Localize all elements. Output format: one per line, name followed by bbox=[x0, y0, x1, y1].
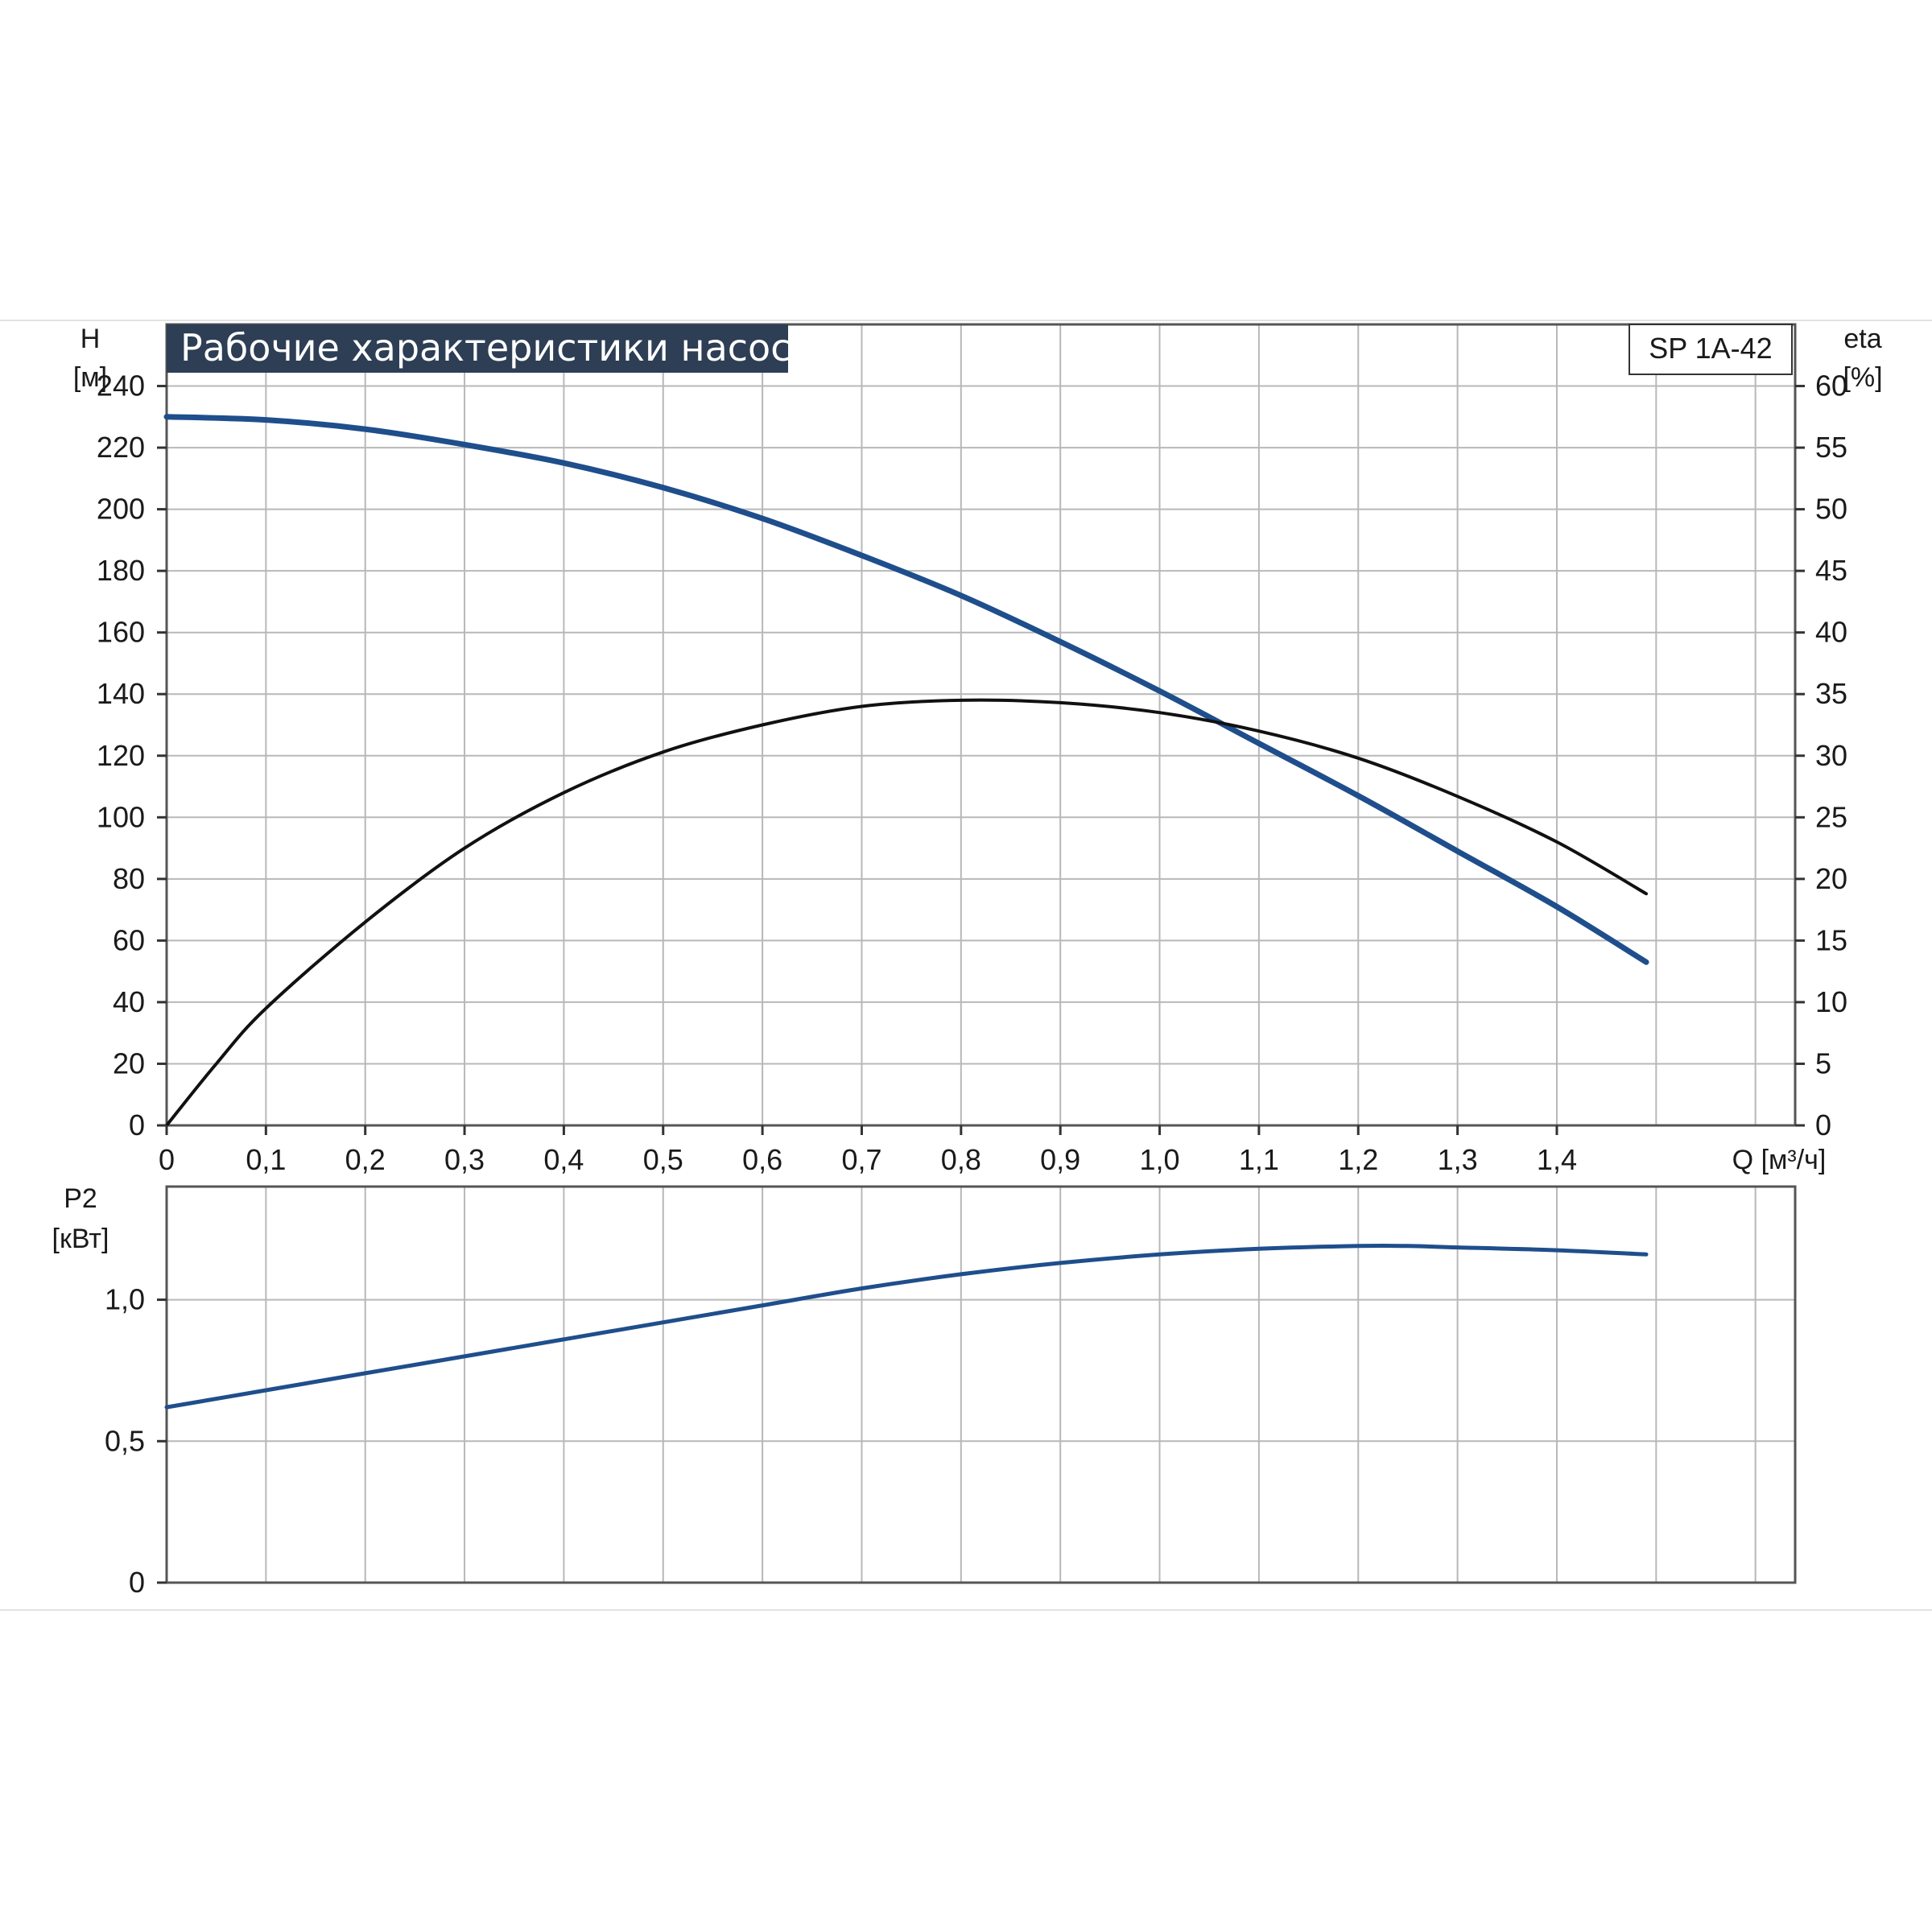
x-tick-label: 1,0 bbox=[1140, 1143, 1180, 1176]
left-tick-label: 120 bbox=[97, 739, 145, 772]
right-tick-label: 10 bbox=[1815, 985, 1847, 1018]
right-tick-label: 30 bbox=[1815, 739, 1847, 772]
left-tick-label: 140 bbox=[97, 677, 145, 710]
model-label-frame bbox=[1629, 324, 1793, 375]
right-tick-label: 35 bbox=[1815, 677, 1847, 710]
right-axis-label-line1: eta bbox=[1843, 324, 1881, 354]
series-layer bbox=[163, 414, 1649, 1410]
right-tick-label: 55 bbox=[1815, 431, 1847, 464]
left-tick-label: 40 bbox=[113, 985, 145, 1018]
x-tick-label: 0,3 bbox=[444, 1143, 485, 1176]
left-tick-label: 240 bbox=[97, 369, 145, 402]
bottom-left-axis-label-line2: [кВт] bbox=[52, 1224, 109, 1254]
x-tick-label: 0,1 bbox=[246, 1143, 286, 1176]
series-line-eta bbox=[165, 698, 1648, 1127]
x-tick-label: 1,4 bbox=[1537, 1143, 1577, 1176]
left-tick-label: 60 bbox=[113, 923, 145, 956]
x-tick-label: 0 bbox=[159, 1143, 175, 1176]
x-tick-label: 1,1 bbox=[1239, 1143, 1279, 1176]
right-tick-label: 60 bbox=[1815, 369, 1847, 402]
top-plot-frame bbox=[165, 323, 1797, 1127]
left-tick-label: 220 bbox=[97, 431, 145, 464]
chart-title: Рабочие характеристики насоса bbox=[180, 326, 814, 369]
x-tick-label: 0,9 bbox=[1040, 1143, 1080, 1176]
x-tick-label: 0,8 bbox=[941, 1143, 981, 1176]
right-tick-label: 5 bbox=[1815, 1046, 1831, 1080]
bottom-left-tick-label: 0 bbox=[129, 1566, 145, 1599]
x-tick-label: 1,3 bbox=[1438, 1143, 1478, 1176]
right-tick-label: 20 bbox=[1815, 862, 1847, 895]
model-label: SP 1A-42 bbox=[1649, 332, 1772, 365]
right-tick-label: 15 bbox=[1815, 923, 1847, 956]
series-line-p2 bbox=[164, 1243, 1649, 1410]
right-tick-label: 25 bbox=[1815, 800, 1847, 833]
bottom-plot-frame bbox=[165, 1185, 1797, 1584]
left-tick-label: 0 bbox=[129, 1108, 145, 1141]
series-line-h bbox=[163, 414, 1649, 965]
x-tick-label: 1,2 bbox=[1338, 1143, 1378, 1176]
x-tick-label: 0,6 bbox=[742, 1143, 782, 1176]
bottom-chart-grid bbox=[165, 1185, 1797, 1584]
right-axis-label-line2: [%] bbox=[1843, 362, 1882, 393]
model-label-box: SP 1A-42 bbox=[1629, 324, 1793, 375]
bottom-left-tick-label: 1,0 bbox=[105, 1283, 145, 1316]
x-tick-label: 0,4 bbox=[543, 1143, 584, 1176]
title-banner-bg bbox=[167, 324, 788, 373]
left-tick-label: 100 bbox=[97, 800, 145, 833]
left-tick-label: 200 bbox=[97, 493, 145, 526]
left-tick-label: 20 bbox=[113, 1046, 145, 1080]
left-axis-label-line1: H bbox=[80, 324, 101, 354]
title-banner: Рабочие характеристики насоса bbox=[167, 324, 814, 373]
right-tick-label: 45 bbox=[1815, 554, 1847, 587]
bottom-left-axis-label-line1: P2 bbox=[64, 1183, 97, 1214]
x-axis-label: Q [м³/ч] bbox=[1732, 1145, 1827, 1175]
tick-label-layer: 0 0,1 0,2 0,3 0,4 0,5 0,6 0,7 0,8 0,9 1,0 1,1 1,2 1,3… bbox=[97, 369, 1847, 1599]
x-tick-label: 0,7 bbox=[841, 1143, 881, 1176]
top-chart-grid bbox=[165, 323, 1797, 1127]
bottom-left-tick-label: 0,5 bbox=[105, 1424, 145, 1457]
x-tick-label: 0,5 bbox=[643, 1143, 683, 1176]
right-tick-label: 50 bbox=[1815, 493, 1847, 526]
x-tick-label: 0,2 bbox=[345, 1143, 386, 1176]
left-axis-label-line2: [м] bbox=[73, 362, 107, 393]
right-tick-label: 40 bbox=[1815, 616, 1847, 649]
left-tick-label: 160 bbox=[97, 616, 145, 649]
left-tick-label: 180 bbox=[97, 554, 145, 587]
right-tick-label: 0 bbox=[1815, 1108, 1831, 1141]
left-tick-label: 80 bbox=[113, 862, 145, 895]
